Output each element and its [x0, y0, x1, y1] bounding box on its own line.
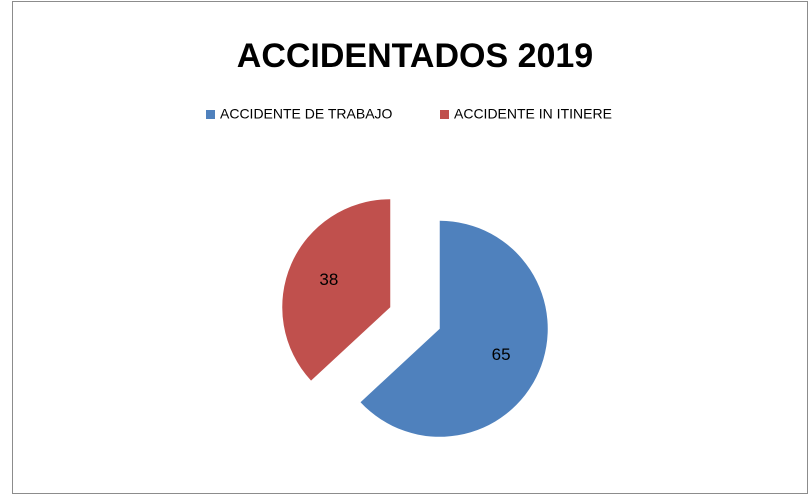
- data-label: 38: [319, 270, 338, 289]
- legend-swatch: [440, 110, 449, 119]
- pie-slice: [360, 220, 548, 437]
- pie-slice: [282, 199, 391, 381]
- data-label: 65: [492, 345, 511, 364]
- legend-label: ACCIDENTE DE TRABAJO: [220, 106, 393, 122]
- chart-title: ACCIDENTADOS 2019: [237, 37, 593, 75]
- legend-swatch: [206, 110, 215, 119]
- legend-label: ACCIDENTE IN ITINERE: [454, 106, 612, 122]
